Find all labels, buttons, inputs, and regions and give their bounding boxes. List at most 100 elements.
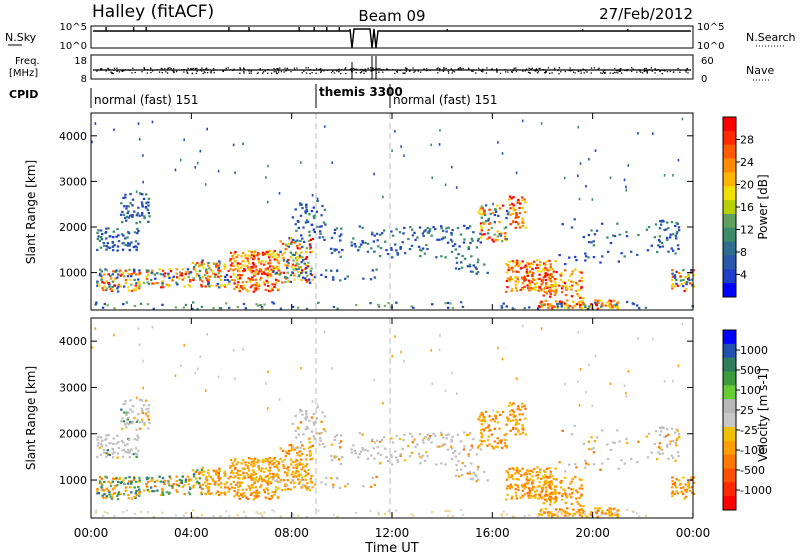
power-cell-620 [302,271,305,274]
power-cell-428 [249,278,252,281]
velocity-cell-640 [308,489,312,492]
velocity-cell-268 [189,487,192,491]
velocity-noise-66 [91,345,93,349]
power-cell-1477 [259,304,262,307]
velocity-cell-402 [242,471,245,474]
power-cell-937 [489,222,492,225]
velocity-cell-1236 [580,494,583,498]
power-cell-257 [181,268,184,271]
power-cell-1362 [647,225,651,229]
velocity-cell-527 [273,462,276,465]
power-cell-1168 [549,263,552,266]
velocity-cell-1306 [608,514,611,517]
velocity-cell-412 [243,467,246,470]
power-cell-1359 [637,233,640,237]
power-cell-342 [223,264,226,268]
power-cell-570 [285,244,289,248]
power-cell-853 [451,240,454,243]
power-cell-1094 [530,280,534,283]
velocity-cell-1447 [95,509,98,512]
nave-dot-396 [571,69,573,71]
velocity-cell-669 [299,421,303,424]
velocity-cell-1400 [676,437,679,440]
velocity-cell-832 [428,436,431,440]
power-cell-573 [289,274,293,277]
velocity-cell-1482 [279,515,283,518]
velocity-cell-1410 [671,480,674,483]
velocity-cell-907 [479,419,482,422]
nsky-tick-bottom-right: 10^0 [697,41,724,52]
power-cell-924 [484,220,488,223]
power-cell-636 [304,257,307,261]
velocity-cell-748 [333,435,337,438]
velocity-cell-517 [268,457,272,460]
nave-dot-86 [341,69,343,71]
nave-dot-190 [686,67,688,70]
velocity-cell-1450 [106,512,109,515]
velocity-cell-1032 [511,495,514,498]
velocity-cell-1182 [546,480,549,484]
velocity-cell-722 [301,484,305,487]
velocity-cell-411 [245,472,248,475]
nave-dot-31 [161,71,163,74]
power-cell-811 [411,234,415,237]
velocity-cell-720 [295,475,298,478]
power-cell-607 [296,247,300,250]
nave-dot-80 [583,69,585,71]
nave-dot-98 [619,68,621,70]
velocity-cell-1387 [669,440,672,443]
nave-dot-173 [586,71,588,73]
velocity-cell-202 [147,410,150,414]
velocity-cell-947 [494,445,498,448]
velocity-cell-673 [302,433,305,436]
power-cell-729 [332,278,335,281]
velocity-cell-272 [192,484,195,487]
velocity-colorbar-swatch-8 [723,440,736,456]
power-cell-301 [204,277,208,280]
velocity-cell-842 [439,431,443,435]
power-cell-95 [100,235,103,239]
power-colorbar-swatch-11 [723,269,736,284]
power-cell-4 [98,274,102,277]
velocity-scatter [91,322,696,519]
power-cell-1444 [692,274,696,277]
power-noise-60 [400,145,402,148]
velocity-cell-107 [105,434,108,437]
power-cell-438 [253,287,257,290]
power-cell-49 [119,285,122,288]
power-cell-628 [304,278,308,282]
power-cell-1432 [685,280,689,284]
velocity-cell-1135 [542,475,545,478]
power-cell-579 [288,237,291,240]
power-cell-1327 [575,259,578,262]
power-cell-653 [311,250,314,253]
nave-dot-170 [191,72,194,75]
power-cell-1401 [677,229,681,232]
power-cell-121 [116,249,119,252]
nave-dot-306 [564,70,566,73]
velocity-cell-482 [261,458,265,461]
power-cell-527 [273,254,276,258]
velocity-cell-638 [305,458,308,461]
power-cell-1029 [507,266,511,269]
nave-dot-332 [481,69,484,72]
nave-dot-141 [524,70,526,72]
velocity-cell-1417 [675,478,678,481]
power-cell-1223 [572,280,575,284]
power-cell-1068 [523,275,527,278]
velocity-cell-1219 [571,492,574,495]
power-noise-58 [113,128,115,132]
velocity-cell-731 [330,477,333,480]
power-cell-1025 [508,279,512,282]
power-cell-984 [512,204,515,207]
velocity-cell-763 [354,452,357,455]
power-cell-219 [153,282,156,285]
nave-dot-160 [598,67,600,69]
power-colorbar-swatch-7 [723,213,736,229]
velocity-cell-1477 [259,511,262,515]
nave-dot-292 [332,70,334,72]
nave-dot-254 [336,70,338,72]
velocity-cell-880 [477,444,480,447]
velocity-cell-1506 [459,508,463,512]
velocity-cell-314 [210,492,213,495]
